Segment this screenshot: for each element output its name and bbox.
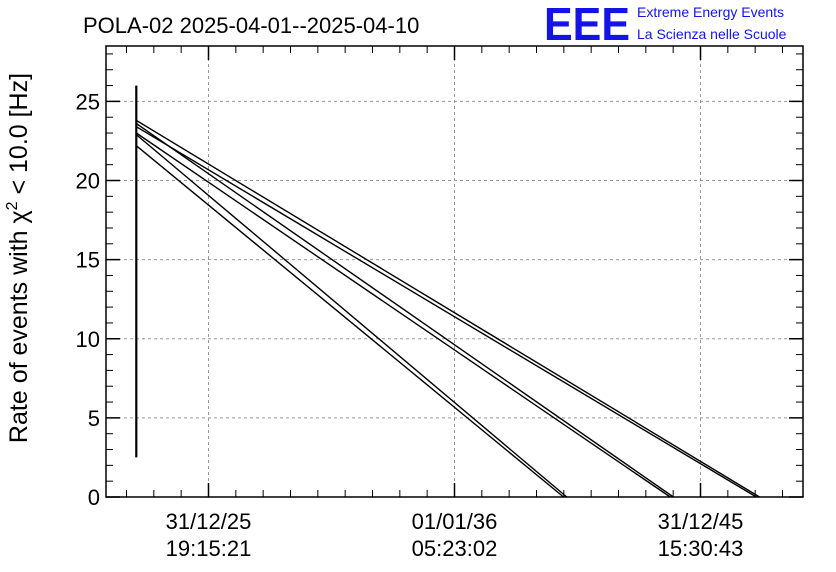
- y-tick-label: 20: [76, 169, 100, 194]
- eee-logo-mark: EEE: [544, 0, 630, 50]
- grid: [106, 46, 803, 497]
- series-group: [135, 85, 760, 498]
- ticks: [106, 46, 803, 498]
- y-tick-label: 15: [76, 248, 100, 273]
- y-tick-label: 10: [76, 327, 100, 352]
- y-axis-label: Rate of events with χ2 < 10.0 [Hz]: [4, 73, 33, 443]
- x-tick-label-date: 31/12/45: [658, 509, 744, 534]
- x-tick-label-time: 15:30:43: [658, 536, 744, 561]
- x-tick-label-time: 19:15:21: [166, 536, 252, 561]
- x-tick-label-date: 31/12/25: [166, 509, 252, 534]
- series-line-2: [135, 119, 760, 498]
- series-line-7: [135, 145, 565, 498]
- y-tick-label: 25: [76, 89, 100, 114]
- x-tick-label-date: 01/01/36: [412, 509, 498, 534]
- y-tick-label: 5: [88, 406, 100, 431]
- chart-title: POLA-02 2025-04-01--2025-04-10: [83, 13, 419, 38]
- y-tick-label: 0: [88, 485, 100, 510]
- logo-line-1: Extreme Energy Events: [637, 4, 784, 20]
- series-line-6: [135, 134, 568, 498]
- series-line-5: [135, 132, 671, 498]
- eee-logo: EEE Extreme Energy Events La Scienza nel…: [544, 0, 787, 50]
- series-line-4: [135, 122, 674, 498]
- x-tick-label-time: 05:23:02: [412, 536, 498, 561]
- series-line-3: [135, 126, 757, 498]
- logo-line-2: La Scienza nelle Scuole: [637, 26, 787, 42]
